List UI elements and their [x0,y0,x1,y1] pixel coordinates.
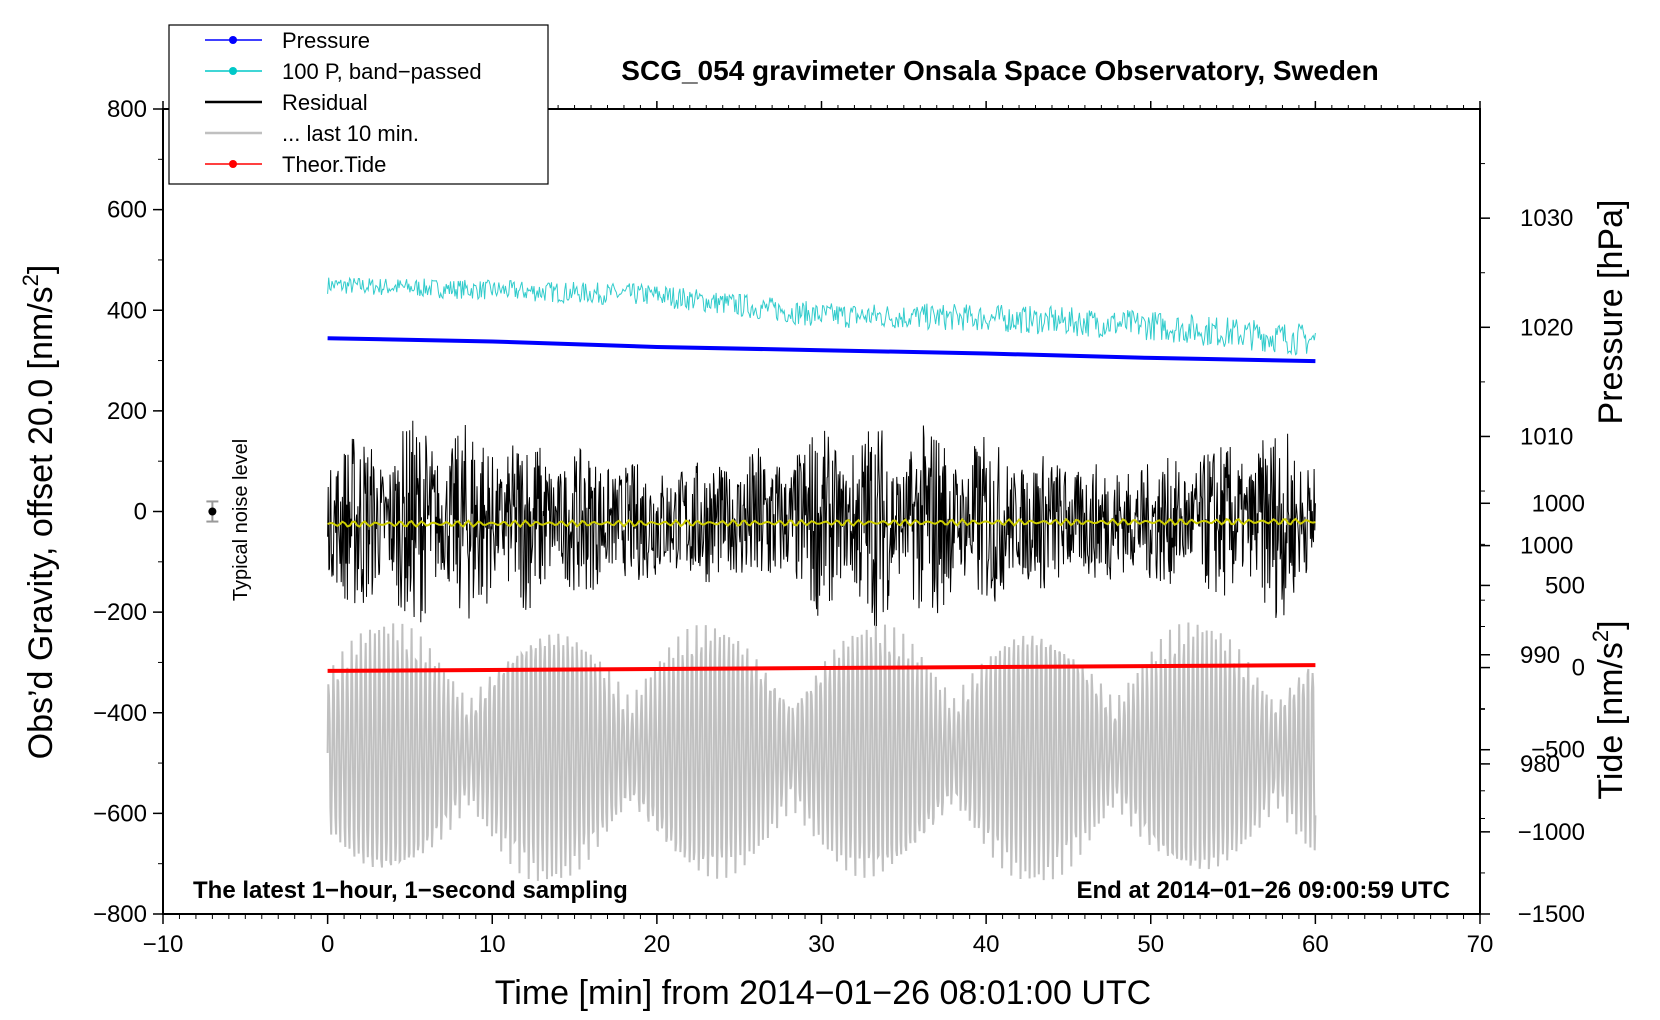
y-tide-tick-label: −1500 [1518,901,1585,928]
y-left-tick-label: 200 [107,398,147,425]
y-left-tick-label: 800 [107,96,147,123]
band-passed-line [327,276,1316,356]
series-residual-smoothed [327,517,1316,529]
legend-label: ... last 10 min. [282,121,419,146]
noise-point [208,507,217,516]
y-tide-tick-label: −1000 [1518,819,1585,846]
legend-label: Residual [282,90,368,115]
y-left-tick-label: 400 [107,297,147,324]
y-axis-left: 800 600 400 200 0 −200 −400 −600 −800 [93,96,163,928]
y-pressure-tick-label: 980 [1520,751,1560,778]
y-left-tick-label: −400 [93,700,147,727]
y-tide-tick-label: −500 [1531,737,1585,764]
legend-marker [229,67,237,75]
y-tide-tick-label: 500 [1545,572,1585,599]
tide-line [327,663,1316,673]
y-left-tick-label: 600 [107,197,147,224]
y-axis-pressure: 1030 1020 1010 1000 990 980 [1480,163,1573,819]
y-axis-left-title: Obs’d Gravity, offset 20.0 [nm/s2] [18,265,60,760]
legend: Pressure 100 P, band−passed Residual ... la… [168,24,549,185]
x-tick-label: 50 [1137,931,1164,958]
annotation-end-time: End at 2014−01−26 09:00:59 UTC [1076,877,1450,904]
y-pressure-tick-label: 1010 [1520,423,1573,450]
x-tick-label: 20 [644,931,671,958]
y-pressure-tick-label: 1000 [1520,533,1573,560]
series-residual [327,420,1316,627]
y-left-tick-label: −800 [93,901,147,928]
legend-label: Pressure [282,28,370,53]
x-tick-label: −10 [143,931,184,958]
y-tide-tick-label: 0 [1572,655,1585,682]
y-pressure-tick-label: 1030 [1520,205,1573,232]
y-left-tick-label: −600 [93,800,147,827]
x-tick-label: 40 [973,931,1000,958]
legend-label: Theor.Tide [282,152,386,177]
pressure-line [327,336,1316,364]
legend-label: 100 P, band−passed [282,59,482,84]
series-last-10-min [326,622,1317,881]
residual-line [327,420,1316,627]
y-axis-tide: 1000 500 0 −500 −1000 −1500 [1480,490,1585,928]
legend-box [168,24,549,185]
y-pressure-tick-label: 1020 [1520,314,1573,341]
series-theoretical-tide [327,663,1316,673]
x-axis-title: Time [min] from 2014−01−26 08:01:00 UTC [495,974,1151,1012]
x-axis: −10 0 10 20 30 40 50 60 70 [143,101,1494,958]
y-pressure-tick-label: 990 [1520,642,1560,669]
legend-marker [229,160,237,168]
x-tick-label: 60 [1302,931,1329,958]
y-left-tick-label: −200 [93,599,147,626]
noise-level-marker [206,500,219,523]
x-tick-label: 0 [321,931,334,958]
y-axis-pressure-title: Pressure [hPa] [1592,200,1630,425]
y-tide-tick-label: 1000 [1532,490,1585,517]
x-tick-label: 10 [479,931,506,958]
noise-level-label: Typical noise level [230,439,252,601]
series-pressure [327,336,1316,364]
smoothed-residual-line [327,517,1316,529]
x-tick-label: 70 [1467,931,1494,958]
series-band-passed-pressure [327,276,1316,356]
y-left-tick-label: 0 [134,499,147,526]
last-10-min-line [326,622,1317,881]
annotation-sampling: The latest 1−hour, 1−second sampling [193,877,628,904]
y-axis-tide-title: Tide [nm/s2] [1588,620,1630,799]
x-tick-label: 30 [808,931,835,958]
legend-marker [229,36,237,44]
chart-title: SCG_054 gravimeter Onsala Space Observat… [621,55,1378,86]
